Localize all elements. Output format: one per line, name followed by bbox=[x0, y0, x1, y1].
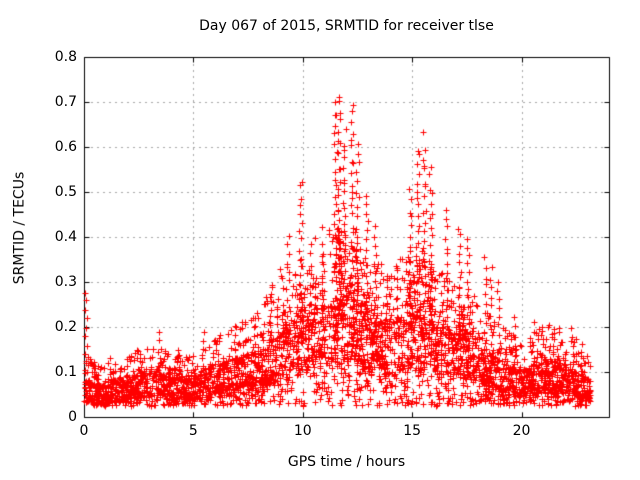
y-tick-label: 0.1 bbox=[54, 364, 77, 380]
y-tick-label: 0.6 bbox=[54, 139, 77, 155]
x-tick-label: 5 bbox=[188, 423, 198, 439]
x-tick-label: 20 bbox=[512, 423, 531, 439]
x-axis-label: GPS time / hours bbox=[287, 454, 406, 470]
y-tick-label: 0.8 bbox=[54, 49, 77, 65]
x-tick-label: 10 bbox=[293, 423, 312, 439]
x-tick-label: 15 bbox=[403, 423, 422, 439]
y-tick-label: 0.7 bbox=[54, 94, 77, 110]
y-tick-label: 0.5 bbox=[54, 184, 77, 200]
y-tick-label: 0.4 bbox=[54, 229, 77, 245]
x-tick-label: 0 bbox=[79, 423, 89, 439]
y-tick-label: 0.2 bbox=[54, 319, 77, 335]
chart-title: Day 067 of 2015, SRMTID for receiver tls… bbox=[199, 18, 494, 34]
y-tick-label: 0.3 bbox=[54, 274, 77, 290]
y-tick-label: 0 bbox=[68, 409, 77, 425]
